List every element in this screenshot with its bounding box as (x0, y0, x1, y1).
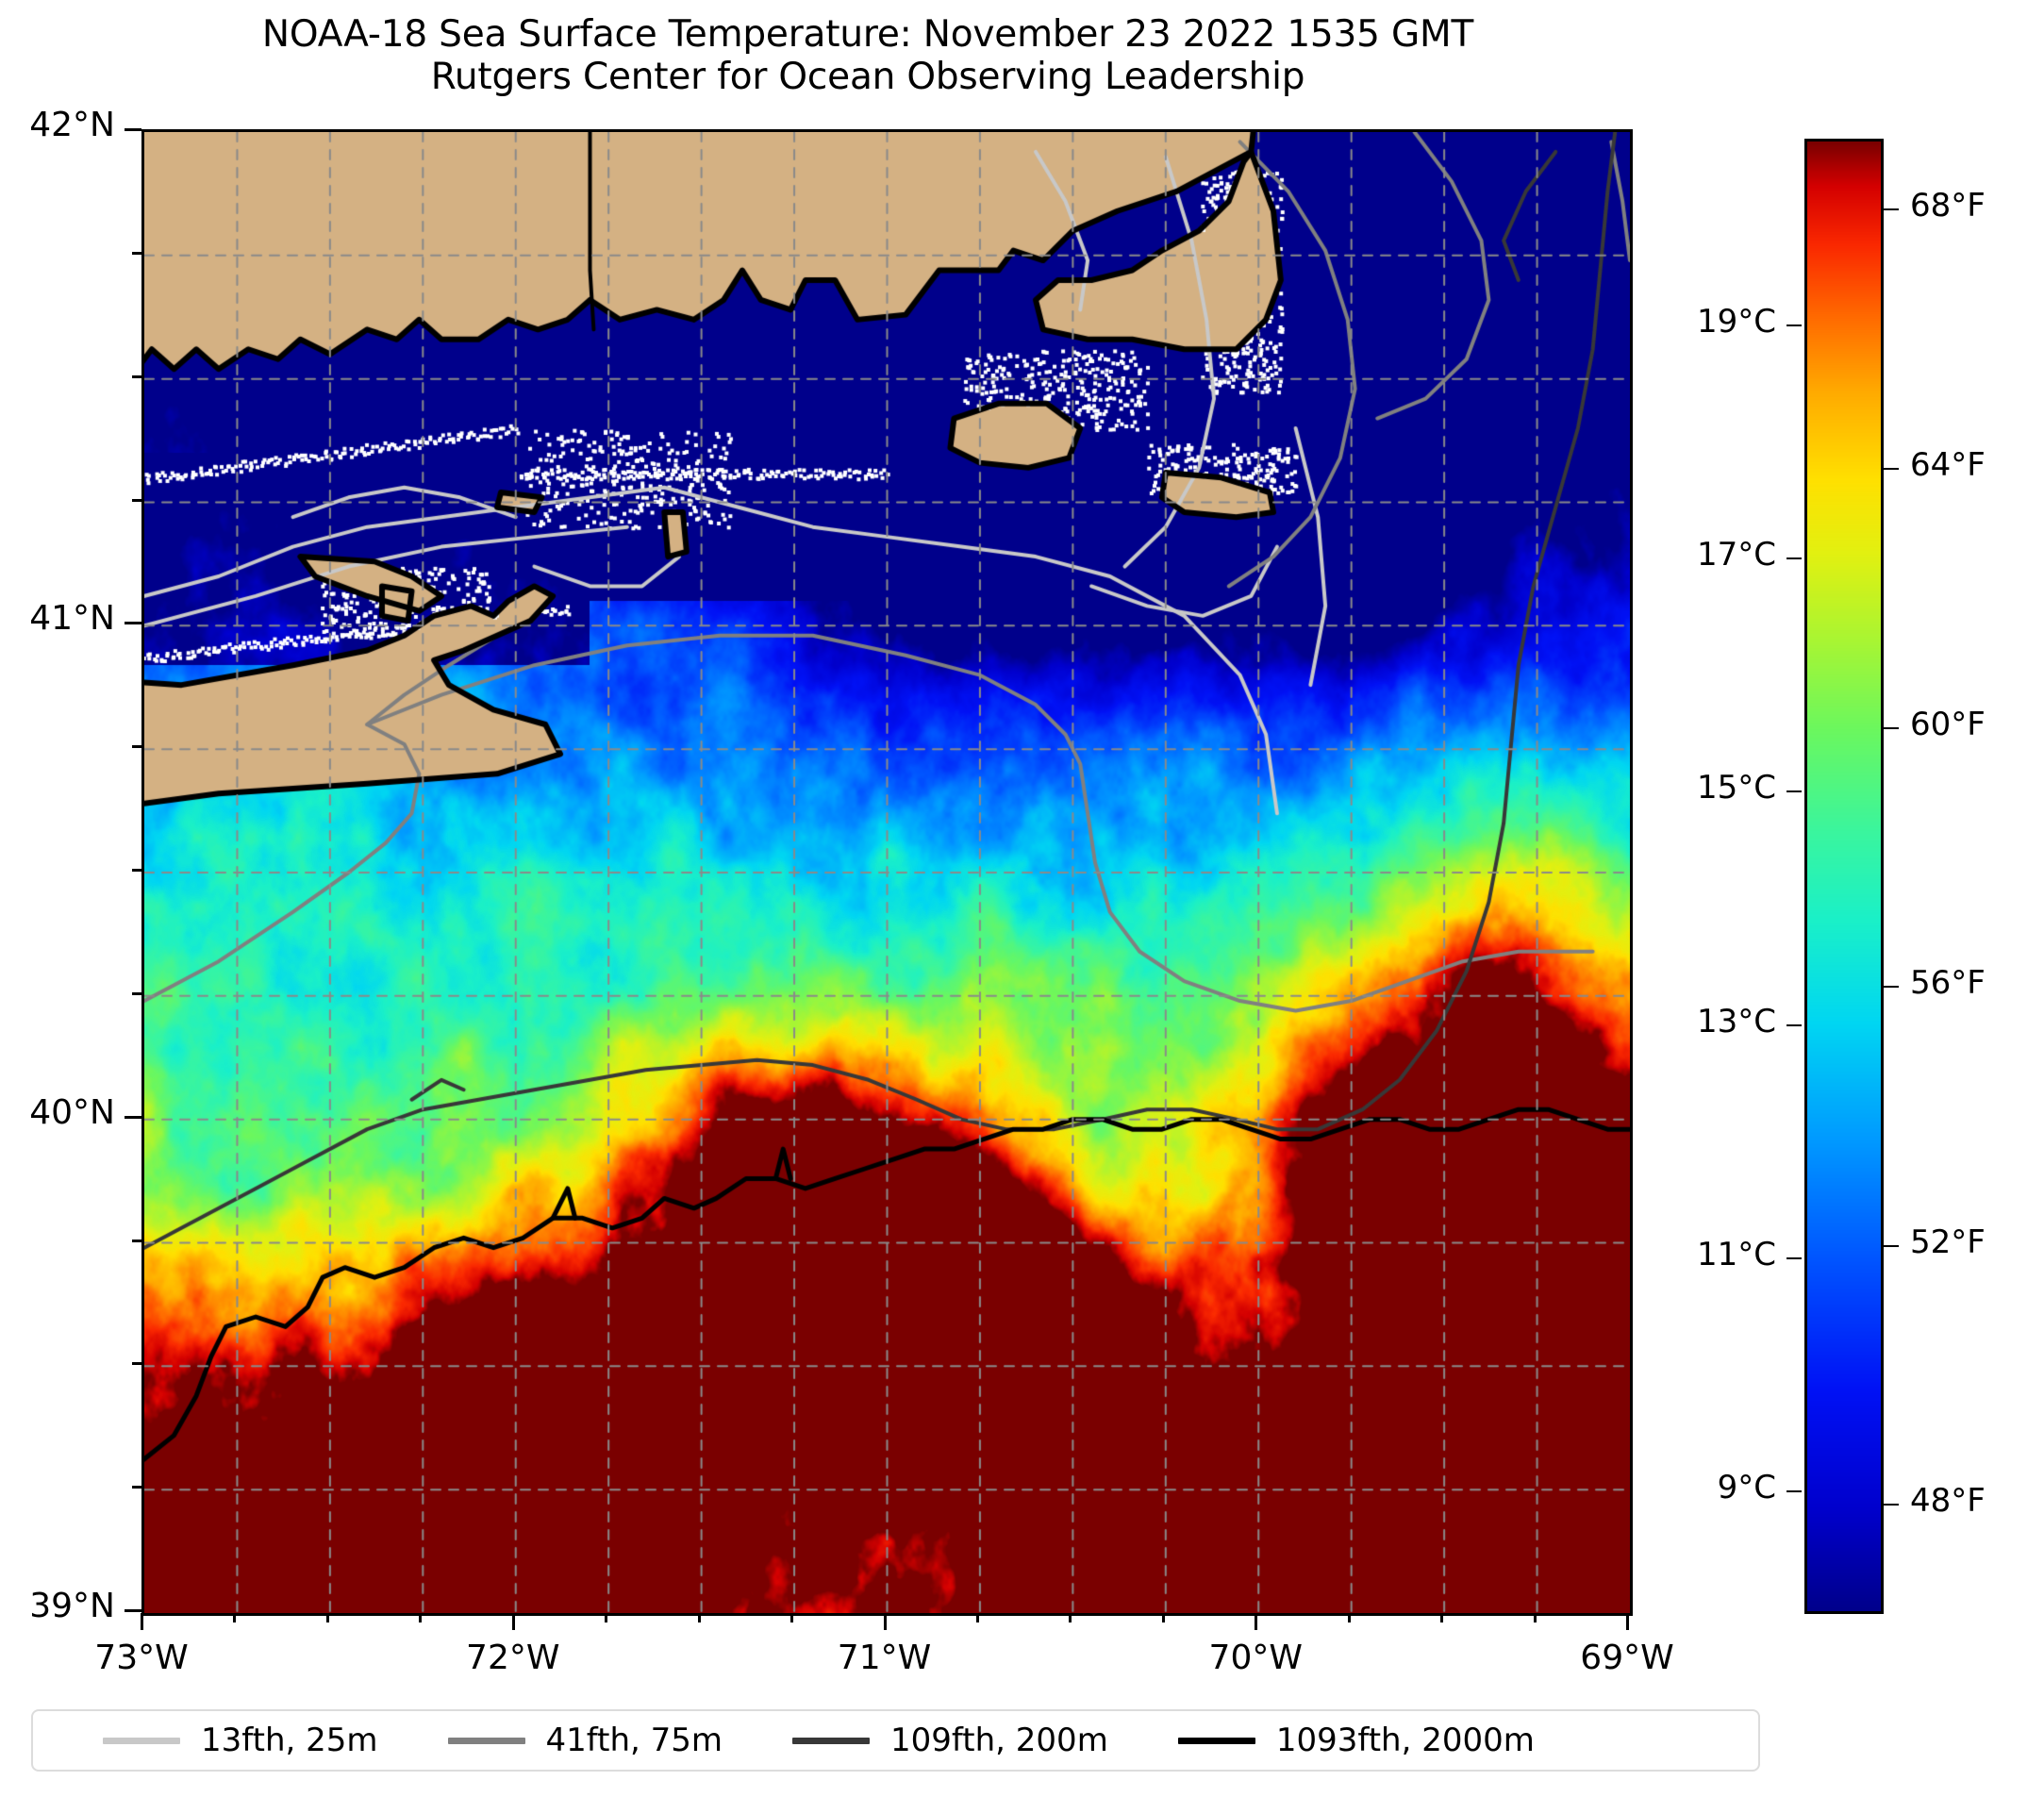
lon-tick (512, 1613, 515, 1630)
lon-tick (1534, 1613, 1537, 1622)
lon-label: 73°W (57, 1639, 226, 1677)
lat-tick (132, 499, 141, 502)
colorbar-tick-celsius (1786, 1490, 1802, 1492)
lon-tick (1162, 1613, 1165, 1622)
lon-tick (326, 1613, 329, 1622)
lat-tick (125, 1116, 141, 1119)
lat-tick (132, 375, 141, 378)
legend-item-0[interactable]: 13fth, 25m (103, 1722, 378, 1759)
title-line-2: Rutgers Center for Ocean Observing Leade… (0, 56, 1736, 98)
lon-tick (1255, 1613, 1257, 1630)
lon-tick (233, 1613, 236, 1622)
lat-tick (125, 622, 141, 624)
lat-tick (132, 869, 141, 872)
legend-item-1[interactable]: 41fth, 75m (448, 1722, 723, 1759)
legend-label-2000m: 1093fth, 2000m (1276, 1722, 1535, 1759)
legend-item-2[interactable]: 109fth, 200m (792, 1722, 1108, 1759)
lon-tick (419, 1613, 422, 1622)
colorbar-label-celsius: 11°C (1597, 1236, 1776, 1273)
colorbar-label-fahrenheit: 64°F (1910, 446, 1986, 484)
legend-line-swatch-25m (103, 1738, 180, 1744)
colorbar-label-fahrenheit: 52°F (1910, 1223, 1986, 1261)
lon-tick (1626, 1613, 1629, 1630)
colorbar-tick-celsius (1786, 1257, 1802, 1259)
colorbar-tick-fahrenheit (1884, 468, 1899, 470)
lon-tick (790, 1613, 793, 1622)
lat-tick (132, 992, 141, 995)
colorbar-tick-celsius (1786, 324, 1802, 326)
lat-tick (132, 1240, 141, 1242)
lon-label: 70°W (1171, 1639, 1340, 1677)
legend-line-swatch-2000m (1178, 1738, 1255, 1744)
lat-tick (132, 1362, 141, 1365)
colorbar-tick-fahrenheit (1884, 1504, 1899, 1506)
colorbar-tick-celsius (1786, 557, 1802, 559)
chart-title: NOAA-18 Sea Surface Temperature: Novembe… (0, 13, 1736, 98)
lat-label: 39°N (29, 1587, 115, 1625)
colorbar-tick-celsius (1786, 1024, 1802, 1026)
lat-label: 42°N (29, 106, 115, 144)
colorbar-label-fahrenheit: 60°F (1910, 706, 1986, 743)
lat-tick (132, 1486, 141, 1489)
colorbar[interactable] (1804, 139, 1884, 1614)
legend-line-swatch-200m (792, 1738, 870, 1744)
lat-tick (132, 745, 141, 748)
colorbar-label-fahrenheit: 56°F (1910, 964, 1986, 1002)
lon-tick (698, 1613, 701, 1622)
colorbar-label-celsius: 19°C (1597, 303, 1776, 341)
colorbar-label-celsius: 15°C (1597, 769, 1776, 807)
lon-tick (1069, 1613, 1072, 1622)
lon-label: 72°W (428, 1639, 598, 1677)
sst-heatmap-canvas (144, 132, 1630, 1613)
bathymetry-legend: 13fth, 25m 41fth, 75m 109fth, 200m 1093f… (31, 1709, 1760, 1772)
lon-tick (884, 1613, 887, 1630)
legend-label-25m: 13fth, 25m (201, 1722, 378, 1759)
colorbar-tick-celsius (1786, 790, 1802, 792)
lon-tick (605, 1613, 607, 1622)
lon-tick (976, 1613, 979, 1622)
lat-label: 40°N (29, 1093, 115, 1132)
lon-label: 69°W (1542, 1639, 1712, 1677)
colorbar-tick-fahrenheit (1884, 208, 1899, 210)
colorbar-label-celsius: 17°C (1597, 536, 1776, 574)
colorbar-label-fahrenheit: 48°F (1910, 1482, 1986, 1520)
lon-label: 71°W (800, 1639, 970, 1677)
legend-label-200m: 109fth, 200m (890, 1722, 1108, 1759)
legend-line-swatch-75m (448, 1738, 525, 1744)
colorbar-label-celsius: 13°C (1597, 1003, 1776, 1040)
colorbar-label-fahrenheit: 68°F (1910, 187, 1986, 225)
legend-item-3[interactable]: 1093fth, 2000m (1178, 1722, 1535, 1759)
lat-tick (132, 252, 141, 255)
colorbar-tick-fahrenheit (1884, 1245, 1899, 1247)
lat-label: 41°N (29, 599, 115, 638)
legend-label-75m: 41fth, 75m (546, 1722, 723, 1759)
sst-map[interactable] (141, 129, 1633, 1616)
lat-tick (125, 1609, 141, 1612)
title-line-1: NOAA-18 Sea Surface Temperature: Novembe… (0, 13, 1736, 56)
colorbar-gradient (1807, 141, 1881, 1611)
lon-tick (1440, 1613, 1443, 1622)
lon-tick (141, 1613, 143, 1630)
colorbar-label-celsius: 9°C (1597, 1469, 1776, 1506)
lat-tick (125, 128, 141, 131)
colorbar-tick-fahrenheit (1884, 986, 1899, 988)
colorbar-tick-fahrenheit (1884, 727, 1899, 729)
lon-tick (1348, 1613, 1351, 1622)
